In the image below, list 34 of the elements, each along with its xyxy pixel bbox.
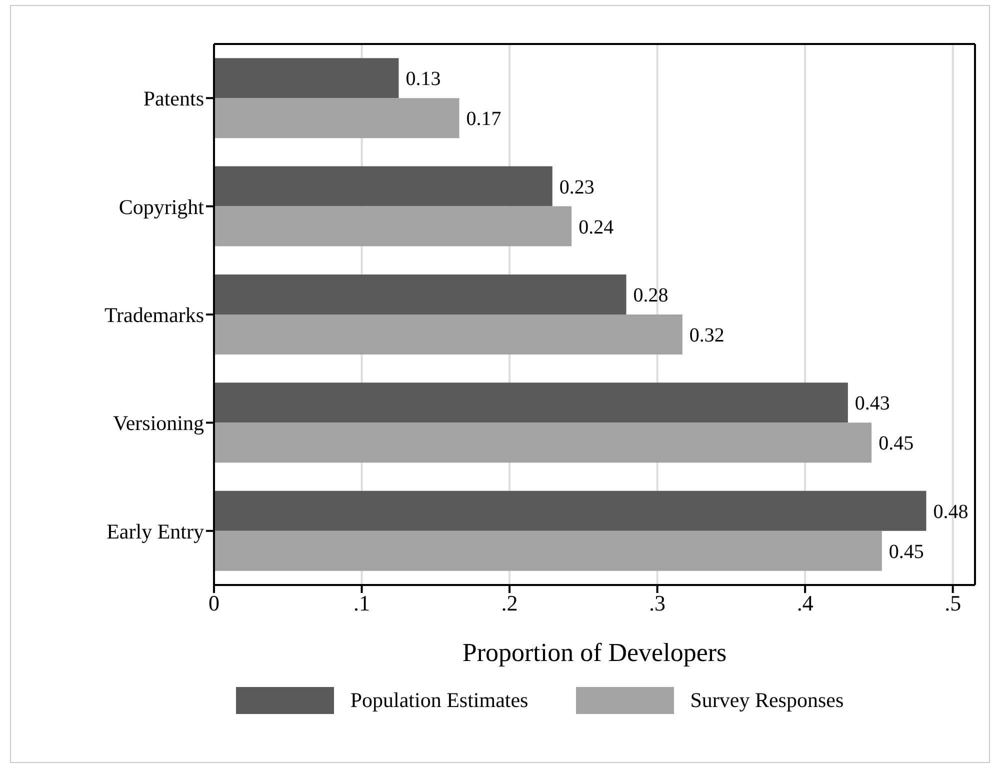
legend-label: Population Estimates <box>350 688 528 713</box>
data-label: 0.43 <box>854 392 890 415</box>
data-label: 0.28 <box>633 284 668 306</box>
data-label: 0.45 <box>888 540 924 563</box>
x-tick-label: 0 <box>208 590 220 616</box>
x-tick-label: .5 <box>944 590 962 616</box>
legend-label: Survey Responses <box>690 688 844 713</box>
bar <box>214 206 572 246</box>
bar <box>214 166 552 206</box>
bar <box>214 382 848 423</box>
y-tick-label: Patents <box>143 86 204 111</box>
data-label: 0.45 <box>878 432 914 455</box>
y-tick-label: Early Entry <box>106 519 204 544</box>
bar <box>214 274 626 314</box>
y-tick-label: Copyright <box>118 194 204 219</box>
y-tick-label: Versioning <box>113 411 204 436</box>
data-label: 0.17 <box>466 108 502 130</box>
x-tick-label: .4 <box>796 590 814 616</box>
data-label: 0.24 <box>578 216 614 238</box>
bar <box>214 58 399 98</box>
bar <box>214 530 882 571</box>
x-tick-label: .1 <box>354 590 370 616</box>
data-label: 0.13 <box>406 68 441 90</box>
x-axis-title: Proportion of Developers <box>462 638 727 667</box>
y-tick-label: Trademarks <box>104 302 204 327</box>
bar <box>214 422 872 463</box>
data-label: 0.32 <box>689 324 724 346</box>
x-tick-label: .2 <box>501 590 518 616</box>
data-label: 0.23 <box>559 176 594 198</box>
bar <box>214 314 682 354</box>
bar <box>214 490 926 531</box>
data-label: 0.48 <box>933 500 968 523</box>
bar <box>214 98 460 138</box>
x-tick-label: .3 <box>649 590 666 616</box>
